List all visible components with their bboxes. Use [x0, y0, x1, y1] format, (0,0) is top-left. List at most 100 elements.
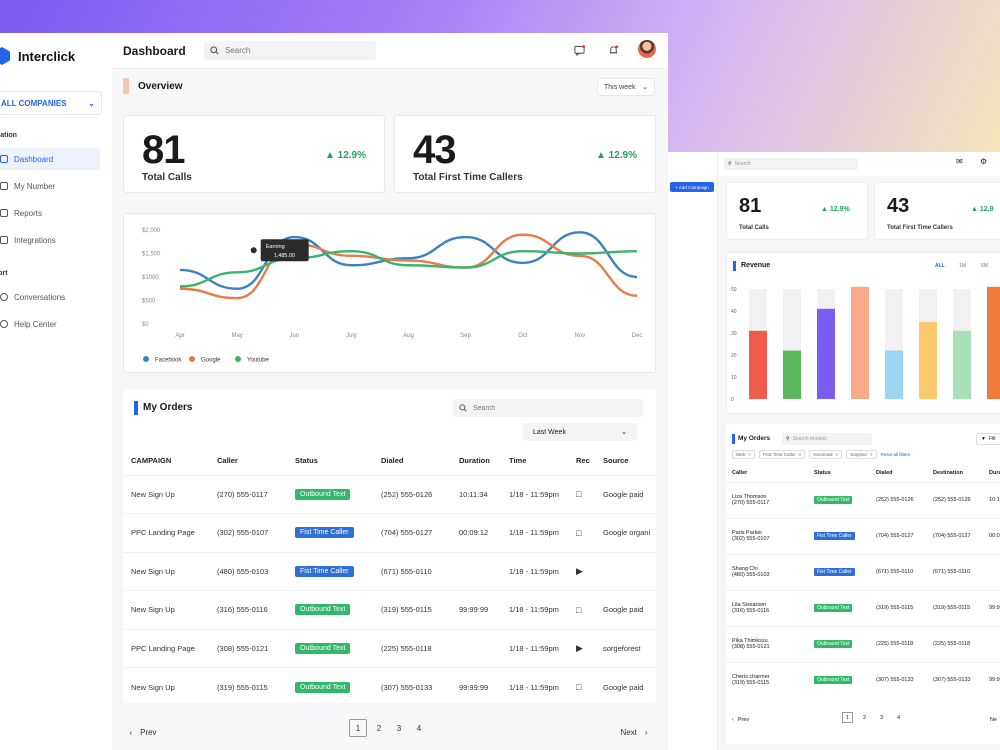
- table-row[interactable]: Pika Thimkssu (308) 555-0121 Outbound Text…: [726, 625, 1000, 662]
- cell-dur: 99:9: [983, 589, 1000, 626]
- cell-campaign: PPC Landing Page: [123, 513, 209, 552]
- sidebar-item-reports[interactable]: Reports: [0, 202, 100, 224]
- column-header[interactable]: Destination: [933, 469, 963, 476]
- caller-phone: (302) 555-0107: [732, 536, 770, 542]
- cell-rec: □: [568, 513, 595, 552]
- page-button-2[interactable]: 2: [862, 714, 867, 721]
- page-button-3[interactable]: 3: [879, 714, 884, 721]
- filter-chip[interactable]: Web ×: [732, 450, 755, 459]
- period-select[interactable]: This week ⌄: [597, 78, 655, 96]
- table-row[interactable]: New Sign Up (319) 555-0115 Outbound Text (3…: [123, 667, 656, 706]
- sidebar-item-integrations[interactable]: Integrations: [0, 229, 100, 251]
- preview-prev-button[interactable]: ‹ Prev: [732, 717, 749, 723]
- preview-filter-button[interactable]: ▼ Filt: [976, 433, 1000, 445]
- table-row[interactable]: Paris Parker (302) 555-0107 Fist Time Call…: [726, 517, 1000, 554]
- table-row[interactable]: New Sign Up (316) 555-0116 Outbound Text (3…: [123, 590, 656, 629]
- next-button[interactable]: Next ›: [612, 723, 656, 741]
- cell-caller: Pika Thimkssu (308) 555-0121: [726, 625, 808, 662]
- preview-search-bar[interactable]: ⚲ Search: [724, 158, 858, 170]
- table-row[interactable]: New Sign Up (270) 555-0117 Outbound Text (2…: [123, 474, 656, 514]
- column-header[interactable]: Status: [814, 469, 831, 476]
- close-icon[interactable]: ×: [835, 452, 839, 457]
- page-button-3[interactable]: 3: [396, 723, 402, 733]
- table-row[interactable]: PPC Landing Page (308) 555-0121 Outbound T…: [123, 628, 656, 668]
- column-header[interactable]: Caller: [732, 469, 748, 476]
- stat-card-first-time-callers: 43 Total First Time Callers ▲ 12.9%: [394, 115, 656, 193]
- column-header[interactable]: Caller: [217, 456, 238, 466]
- filter-chip[interactable]: First Time Caller ×: [758, 450, 806, 459]
- avatar[interactable]: [638, 40, 656, 58]
- cell-status: Outbound Text: [808, 589, 870, 626]
- revenue-bar: [885, 350, 903, 399]
- table-row[interactable]: New Sign Up (480) 555-0103 Fist Time Calle…: [123, 551, 656, 591]
- sidebar-item-help-center[interactable]: Help Center: [0, 313, 100, 335]
- messages-icon[interactable]: [572, 43, 586, 57]
- x-tick-label: Oct: [518, 333, 528, 339]
- column-header[interactable]: Source: [603, 456, 629, 466]
- column-header[interactable]: Dialed: [381, 456, 404, 466]
- orders-search-input[interactable]: [473, 404, 564, 412]
- play-icon[interactable]: ▶: [576, 642, 583, 653]
- close-icon[interactable]: ×: [798, 452, 802, 457]
- orders-search-bar[interactable]: [453, 399, 643, 417]
- messages-icon[interactable]: ✉: [956, 157, 963, 166]
- reset-filters-link[interactable]: Reset all filters: [880, 452, 911, 457]
- table-row[interactable]: PPC Landing Page (302) 555-0107 Fist Time …: [123, 513, 656, 552]
- page-button-1[interactable]: 1: [349, 719, 367, 737]
- column-header[interactable]: Duration: [459, 456, 490, 466]
- play-icon[interactable]: ▶: [576, 565, 583, 576]
- revenue-bar: [919, 322, 937, 399]
- comment-icon[interactable]: □: [576, 604, 582, 615]
- page-button-1[interactable]: 1: [842, 712, 853, 723]
- caller-phone: (319) 555-0115: [732, 680, 770, 687]
- table-row[interactable]: Shang Chi (480) 555-0103 Fist Time Caller (…: [726, 553, 1000, 590]
- chevron-left-icon: ‹: [732, 717, 734, 723]
- revenue-tab-1m[interactable]: 1M: [959, 263, 966, 269]
- orders-period-select[interactable]: Last Week ⌄: [523, 423, 637, 441]
- preview-orders-search[interactable]: ⚲ Search product: [782, 433, 872, 445]
- notification-bell-icon[interactable]: [606, 43, 620, 57]
- cell-source: sorgeforest: [595, 628, 656, 668]
- column-header[interactable]: Dura: [989, 469, 1000, 476]
- prev-button[interactable]: ‹ Prev: [123, 723, 163, 741]
- page-button-4[interactable]: 4: [416, 723, 422, 733]
- table-row[interactable]: Lila Sissarson (316) 555-0116 Outbound Tex…: [726, 589, 1000, 626]
- column-header[interactable]: Status: [295, 456, 318, 466]
- brand[interactable]: Interclick: [0, 47, 75, 65]
- close-icon[interactable]: ×: [748, 452, 751, 457]
- revenue-tab-6m[interactable]: 6M: [981, 263, 988, 269]
- close-icon[interactable]: ×: [869, 452, 873, 457]
- sidebar-item-dashboard[interactable]: Dashboard: [0, 148, 100, 170]
- column-header[interactable]: Dialed: [876, 469, 893, 476]
- page-button-2[interactable]: 2: [376, 723, 382, 733]
- y-tick-label: 0: [731, 397, 734, 403]
- search-input[interactable]: [225, 46, 365, 55]
- revenue-tab-all[interactable]: ALL: [935, 263, 945, 269]
- add-campaign-button[interactable]: + Add Campaign: [670, 182, 714, 192]
- preview-next-button[interactable]: Ne: [990, 717, 998, 723]
- column-header[interactable]: CAMPAIGN: [131, 456, 172, 466]
- comment-icon[interactable]: □: [576, 489, 582, 500]
- caller-name: Paris Parker: [732, 530, 763, 536]
- filter-chip-label: Web: [736, 452, 746, 457]
- search-bar[interactable]: [204, 41, 376, 60]
- legend-marker: [143, 356, 149, 362]
- column-header[interactable]: Time: [509, 456, 527, 466]
- sidebar-item-label: Integrations: [14, 235, 56, 245]
- comment-icon[interactable]: □: [576, 682, 582, 692]
- notification-bell-icon[interactable]: ⚙: [980, 157, 988, 166]
- cell-duration: [451, 551, 501, 591]
- table-row[interactable]: Cheris charmer (319) 555-0115 Outbound Tex…: [726, 661, 1000, 698]
- page-button-4[interactable]: 4: [896, 714, 901, 721]
- sidebar-item-my-number[interactable]: My Number: [0, 175, 100, 197]
- sidebar-item-conversations[interactable]: Conversations: [0, 286, 100, 308]
- filter-chip[interactable]: Voicemail ×: [809, 450, 843, 459]
- y-tick-label: $1000: [142, 275, 159, 281]
- filter-chip[interactable]: Surprise ×: [846, 450, 877, 459]
- table-row[interactable]: Liza Thomson (270) 555-0117 Outbound Text (…: [726, 481, 1000, 518]
- stat-change-value: 12.9%: [608, 150, 637, 161]
- overview-accent: [123, 78, 129, 94]
- column-header[interactable]: Rec: [576, 456, 590, 466]
- company-select[interactable]: ALL COMPANIES ⌄: [0, 91, 102, 115]
- comment-icon[interactable]: □: [576, 527, 582, 538]
